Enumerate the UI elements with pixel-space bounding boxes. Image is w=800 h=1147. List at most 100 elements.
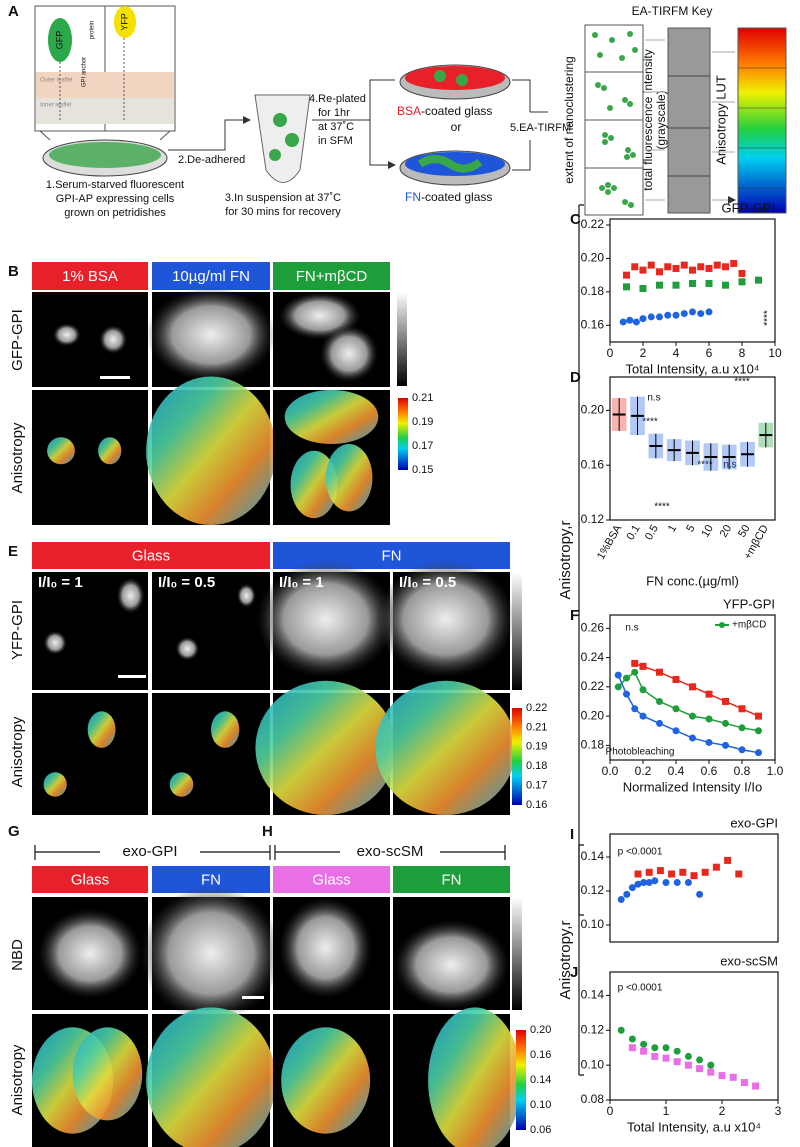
- arrow: [168, 116, 251, 151]
- point: [628, 884, 636, 892]
- point: [689, 734, 696, 742]
- cell-image: [255, 680, 396, 816]
- arrow: [512, 79, 548, 171]
- point: [626, 316, 634, 324]
- point: [631, 263, 639, 271]
- key-title: EA-TIRFM Key: [632, 4, 713, 18]
- axis-label: Anisotropy,r: [557, 921, 574, 1000]
- point: [651, 1044, 659, 1052]
- point: [713, 261, 721, 269]
- point: [696, 890, 704, 898]
- group-label: exo-scSM: [357, 843, 424, 860]
- step: GPI-AP expressing cells: [56, 193, 175, 205]
- point: [656, 268, 663, 276]
- cell-image: [319, 325, 379, 383]
- panel-letter: C: [570, 211, 581, 228]
- bracket-bg: [100, 843, 200, 861]
- point: [705, 715, 713, 723]
- header-label: FN: [201, 871, 221, 888]
- frame-label: I/I₀ = 1: [38, 574, 83, 591]
- point: [614, 683, 622, 691]
- point: [645, 879, 653, 886]
- point: [651, 1052, 659, 1060]
- point: [673, 879, 681, 886]
- scale-bar: [100, 376, 130, 379]
- point: [672, 264, 680, 272]
- annotation: ****: [734, 377, 750, 388]
- legend-label: +mβCD: [732, 620, 766, 631]
- image: [32, 693, 148, 815]
- x-tick-label: 0.2: [635, 764, 652, 778]
- point: [690, 872, 698, 880]
- point: [645, 868, 653, 876]
- dots: [592, 31, 638, 208]
- bsa: BSA: [397, 104, 421, 118]
- point: [755, 727, 762, 735]
- gfp: [48, 18, 72, 62]
- x-axis-label: Normalized Intensity I/Io: [623, 779, 762, 794]
- header: [32, 866, 148, 893]
- frame-label: I/I₀ = 0.5: [399, 574, 456, 591]
- cell-image: [87, 711, 116, 748]
- x-tick-label: 2: [640, 346, 647, 360]
- row-label: Anisotropy: [9, 1044, 26, 1115]
- color-bar: [516, 1030, 526, 1130]
- fn: FN: [405, 190, 421, 204]
- point: [738, 278, 746, 286]
- group-label: exo-GPI: [122, 843, 177, 860]
- point: [623, 890, 631, 898]
- cell-image: [290, 450, 338, 519]
- label: GPI anchor: [82, 57, 88, 87]
- label: Outer leaflet: [40, 78, 73, 84]
- point: [623, 674, 630, 682]
- point: [639, 686, 647, 694]
- cell-image: [325, 444, 373, 512]
- plot-frame: [609, 614, 776, 761]
- chart-title: exo-scSM: [720, 953, 778, 968]
- point: [705, 264, 713, 272]
- point: [634, 870, 642, 878]
- row-label: NBD: [9, 939, 26, 971]
- cell-image: [52, 323, 81, 347]
- scale-label: 0.18: [526, 760, 547, 772]
- cell-image: [169, 772, 194, 797]
- header-label: Glass: [132, 547, 170, 564]
- plot-frame: [609, 218, 776, 343]
- step: at 37˚C: [318, 121, 354, 133]
- point: [684, 879, 692, 886]
- header: [152, 262, 270, 290]
- point: [672, 727, 680, 735]
- point: [662, 1054, 670, 1062]
- point: [656, 697, 663, 705]
- key-label: Anisotropy LUT: [713, 75, 728, 165]
- header: [32, 542, 270, 569]
- point: [730, 259, 738, 267]
- header: [273, 262, 390, 290]
- bsa-coat: [405, 66, 505, 90]
- cell-image: [278, 897, 373, 999]
- point: [722, 263, 729, 271]
- point: [684, 1061, 692, 1069]
- x-tick-label: 0.1: [625, 523, 643, 542]
- step: in SFM: [318, 135, 353, 147]
- point: [755, 712, 762, 720]
- point: [631, 705, 639, 713]
- point: [697, 263, 705, 271]
- y-tick-label: 0.12: [581, 512, 605, 526]
- annotation: Photobleaching: [606, 747, 675, 758]
- color-bar: [512, 897, 522, 1010]
- point: [701, 868, 709, 876]
- yfp: [114, 6, 136, 38]
- inner-band: [36, 98, 174, 124]
- point: [689, 308, 696, 316]
- point: [639, 285, 647, 293]
- y-tick-label: 0.22: [581, 679, 605, 693]
- point: [672, 281, 680, 289]
- card-label: GFP: [54, 31, 64, 50]
- point: [712, 863, 720, 871]
- point: [662, 879, 670, 886]
- x-tick-label: 5: [684, 523, 697, 534]
- annotation: ****: [763, 310, 774, 326]
- cell-image: [236, 583, 256, 608]
